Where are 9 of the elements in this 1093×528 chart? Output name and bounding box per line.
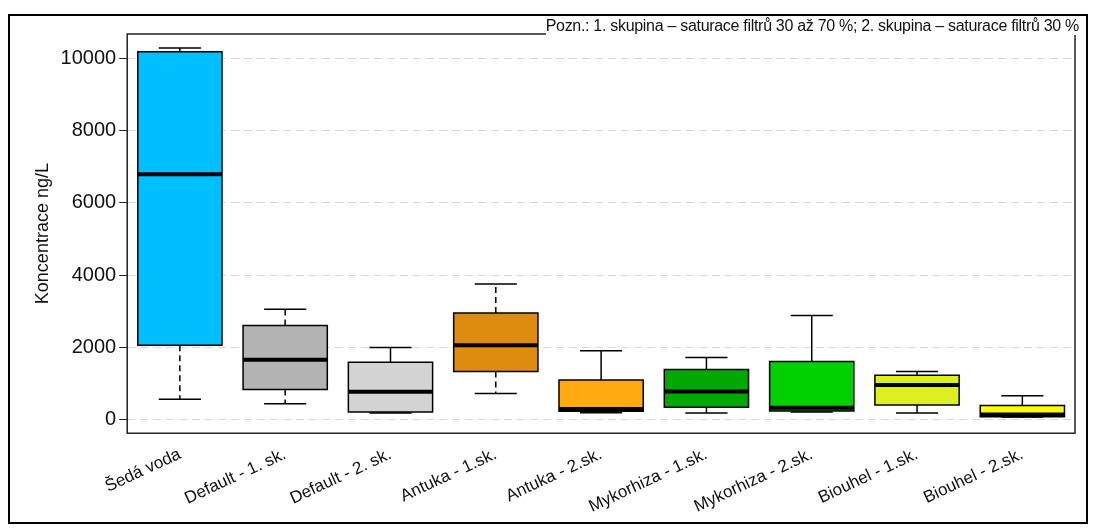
annotation: Pozn.: 1. skupina – saturace filtrů 30 až 70 %; 2. skupina – saturace filtrů 30 % bbox=[545, 17, 1079, 35]
x-tick-label: Šedá voda bbox=[101, 443, 185, 496]
y-tick-label: 2000 bbox=[71, 334, 117, 357]
y-tick-label: 10000 bbox=[60, 46, 117, 69]
y-tick-label: 4000 bbox=[71, 262, 117, 285]
y-tick-label: 6000 bbox=[71, 190, 117, 213]
y-axis-title: Koncentrace ng/L bbox=[31, 163, 52, 305]
y-tick-label: 8000 bbox=[71, 118, 117, 141]
y-tick-label: 0 bbox=[105, 406, 117, 429]
